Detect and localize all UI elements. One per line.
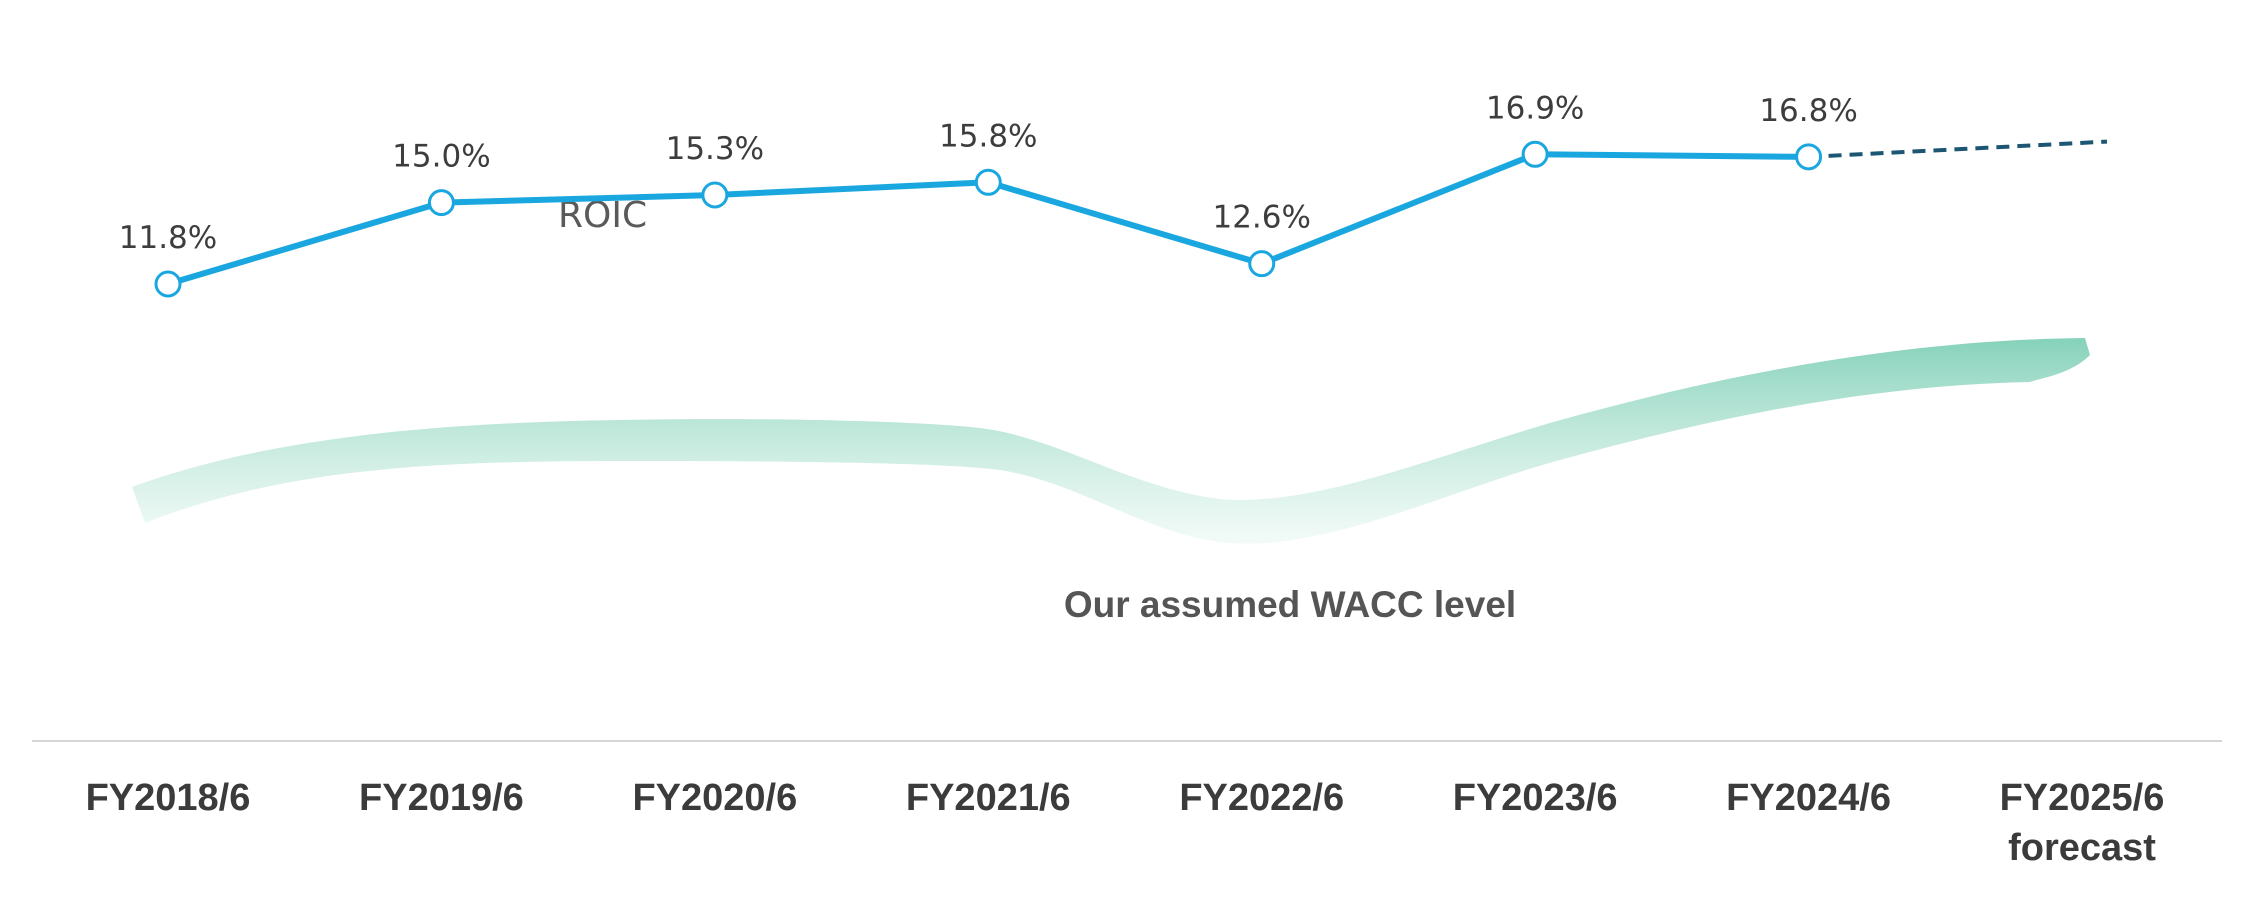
x-tick-label: FY2020/6 [632,777,797,819]
roic-data-label: 15.8% [939,118,1037,154]
roic-point [701,181,729,209]
roic-data-label: 16.8% [1759,93,1857,129]
roic-point [1248,250,1276,278]
roic-data-label: 16.9% [1486,90,1584,126]
x-tick-label: FY2024/6 [1726,777,1891,819]
roic-data-label: 11.8% [119,220,217,256]
roic-point [154,270,182,298]
roic-forecast-line [1828,139,2108,158]
roic-point [1795,143,1823,171]
wacc-band [132,338,2090,544]
roic-data-label: 15.3% [666,131,764,167]
x-tick-label: FY2018/6 [86,777,251,819]
roic-data-label: 12.6% [1212,200,1310,236]
roic-data-label: 15.0% [392,139,490,175]
roic-point [974,168,1002,196]
x-tick-label: FY2022/6 [1179,777,1344,819]
x-tick-label: FY2025/6 [2000,777,2165,819]
plot-area: 11.8% 15.0% 15.3% 15.8% 12.6% 16.9% 16.8% FY201… [86,90,2165,869]
x-tick-label: FY2021/6 [906,777,1071,819]
roic-point [427,189,455,217]
x-tick-label: forecast [2008,827,2156,869]
x-tick-label: FY2023/6 [1453,777,1618,819]
x-tick-label: FY2019/6 [359,777,524,819]
roic-point [1521,140,1549,168]
wacc-band-label: Our assumed WACC level [1064,584,1516,625]
